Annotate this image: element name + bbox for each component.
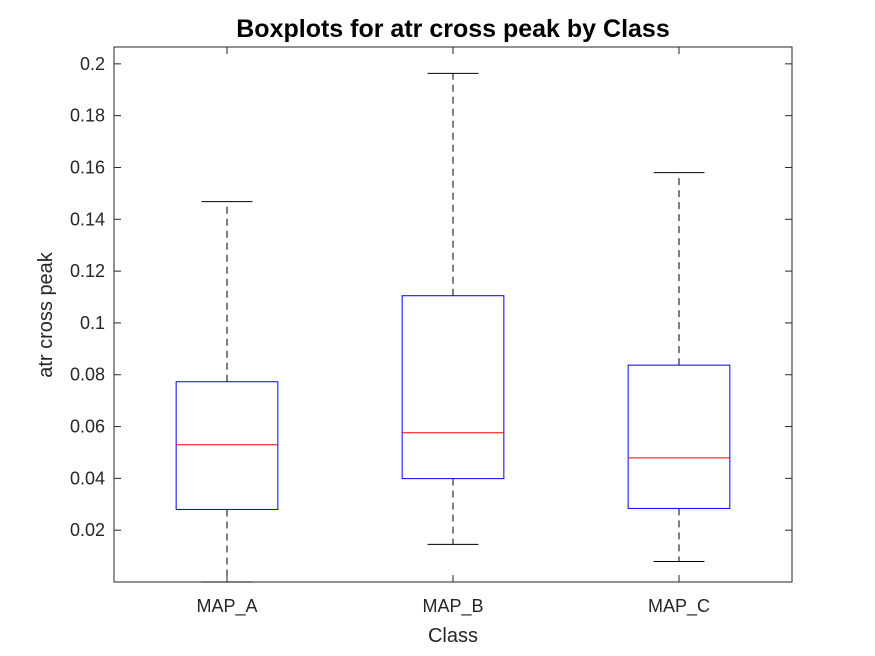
x-tick-label: MAP_B — [422, 596, 483, 617]
y-tick-label: 0.16 — [70, 157, 105, 177]
y-tick-label: 0.18 — [70, 106, 105, 126]
iqr-box — [627, 364, 731, 509]
box-MAP_C — [627, 172, 731, 563]
y-tick-label: 0.04 — [70, 468, 105, 488]
iqr-box — [401, 295, 505, 480]
iqr-box — [175, 381, 279, 510]
x-axis-label: Class — [428, 625, 478, 647]
x-tick-label: MAP_C — [648, 596, 710, 617]
y-tick-label: 0.06 — [70, 417, 105, 437]
box-MAP_B — [401, 72, 505, 545]
y-tick-label: 0.02 — [70, 520, 105, 540]
y-tick-label: 0.12 — [70, 261, 105, 281]
box-MAP_A — [175, 201, 279, 583]
chart-title: Boxplots for atr cross peak by Class — [236, 15, 669, 43]
y-tick-label: 0.14 — [70, 209, 105, 229]
y-axis: 0.02 0.04 0.06 0.08 0.1 0.12 0.14 0.16 0.18 0.2 — [70, 54, 792, 540]
y-tick-label: 0.1 — [80, 313, 105, 333]
y-tick-label: 0.08 — [70, 365, 105, 385]
y-tick-label: 0.2 — [80, 54, 105, 74]
x-tick-label: MAP_A — [196, 596, 257, 617]
boxes — [175, 72, 731, 583]
x-axis: MAP_A MAP_B MAP_C — [196, 47, 710, 617]
y-axis-label: atr cross peak — [35, 251, 57, 378]
